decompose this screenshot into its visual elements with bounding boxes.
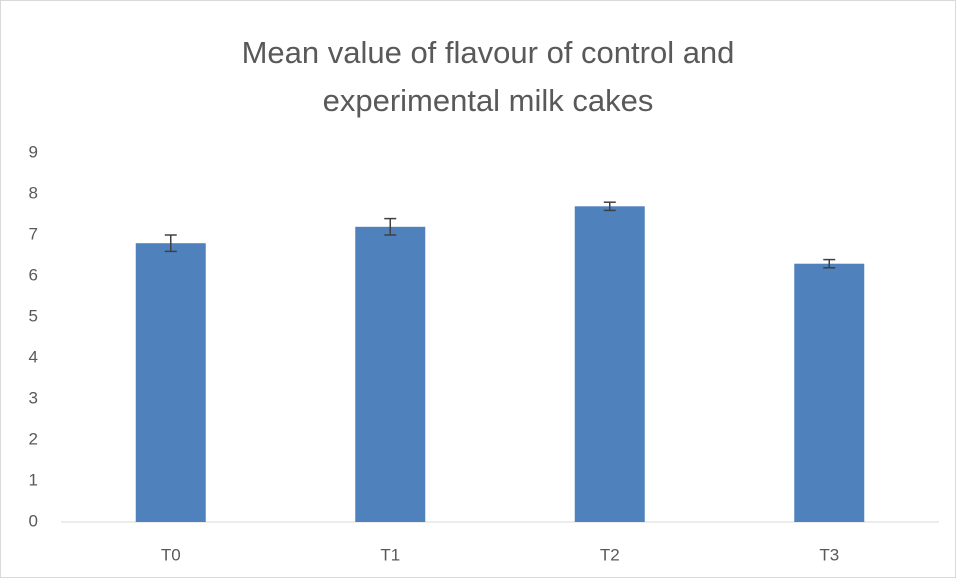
error-bar — [603, 201, 616, 212]
y-tick-label: 7 — [29, 224, 38, 243]
y-tick-label: 9 — [29, 142, 38, 161]
y-tick-label: 5 — [29, 306, 38, 325]
error-bar — [384, 217, 397, 236]
error-bar — [823, 258, 836, 269]
bar — [135, 243, 206, 522]
bar — [355, 226, 426, 523]
x-tick-label: T3 — [819, 545, 839, 564]
y-tick-label: 1 — [29, 470, 38, 489]
chart-title: Mean value of flavour of control and — [242, 35, 735, 70]
bar — [574, 206, 645, 523]
y-tick-label: 0 — [29, 511, 38, 530]
y-tick-label: 2 — [29, 429, 38, 448]
y-tick-label: 6 — [29, 265, 38, 284]
error-bar — [164, 234, 177, 253]
x-tick-label: T1 — [380, 545, 400, 564]
y-tick-label: 8 — [29, 183, 38, 202]
chart-title: experimental milk cakes — [323, 83, 654, 118]
y-tick-label: 3 — [29, 388, 38, 407]
bar — [794, 263, 865, 522]
x-tick-label: T2 — [600, 545, 620, 564]
x-tick-label: T0 — [161, 545, 181, 564]
y-tick-label: 4 — [29, 347, 38, 366]
